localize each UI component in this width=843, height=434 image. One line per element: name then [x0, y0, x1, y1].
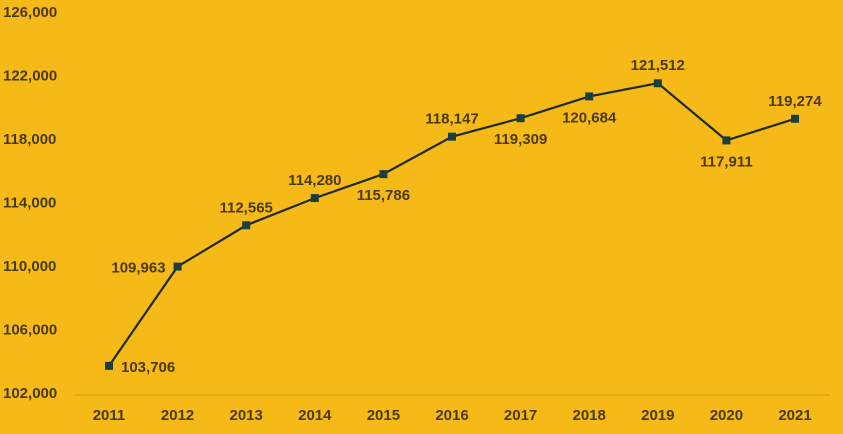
data-label: 115,786 — [357, 187, 410, 204]
y-tick-label: 102,000 — [3, 385, 57, 402]
data-point-marker — [653, 79, 662, 88]
data-label: 118,147 — [425, 111, 478, 128]
data-label: 119,274 — [768, 93, 822, 110]
data-point-marker — [242, 221, 251, 230]
data-label: 103,706 — [121, 359, 175, 376]
data-label: 121,512 — [631, 57, 685, 74]
data-point-marker — [516, 114, 525, 123]
data-point-marker — [448, 132, 456, 141]
x-tick-label: 2017 — [504, 407, 537, 424]
data-label: 112,565 — [219, 199, 272, 216]
x-tick-label: 2013 — [230, 407, 263, 424]
x-tick-label: 2012 — [161, 407, 194, 424]
x-axis-ticks: 2011 2012 2013 2014 2015 2016 2017 2018 2019 2020… — [93, 407, 812, 424]
y-tick-label: 114,000 — [3, 195, 56, 212]
data-point-marker — [585, 92, 594, 101]
data-point-marker — [173, 262, 182, 271]
y-tick-label: 118,000 — [3, 131, 56, 148]
data-label: 120,684 — [562, 109, 617, 126]
data-point-marker — [722, 136, 731, 145]
x-tick-label: 2020 — [710, 407, 743, 424]
x-tick-label: 2016 — [435, 407, 468, 424]
y-tick-label: 110,000 — [3, 258, 56, 275]
data-point-marker — [379, 170, 388, 179]
x-tick-label: 2011 — [93, 407, 126, 424]
data-label: 109,963 — [111, 260, 165, 277]
data-label: 114,280 — [288, 172, 341, 189]
data-point-marker — [105, 361, 113, 370]
data-labels: 103,706 109,963 112,565 114,280 115,786 118,1… — [111, 57, 822, 376]
data-label: 119,309 — [494, 131, 547, 148]
data-point-marker — [791, 114, 799, 123]
y-tick-label: 126,000 — [3, 4, 57, 21]
x-tick-label: 2021 — [778, 407, 811, 424]
data-label: 117,911 — [700, 153, 753, 170]
x-tick-label: 2014 — [298, 407, 332, 424]
y-tick-label: 122,000 — [3, 68, 57, 85]
x-tick-label: 2019 — [641, 407, 674, 424]
y-axis-ticks: 102,000 106,000 110,000 114,000 118,000 122,0… — [3, 4, 57, 402]
x-tick-label: 2018 — [573, 407, 606, 424]
y-tick-label: 106,000 — [3, 322, 57, 339]
data-markers — [105, 79, 799, 370]
x-tick-label: 2015 — [367, 407, 400, 424]
data-point-marker — [310, 194, 319, 203]
